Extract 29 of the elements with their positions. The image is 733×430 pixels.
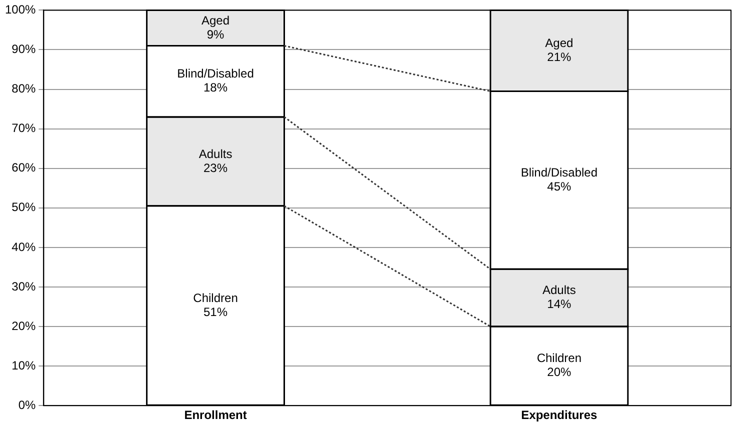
y-tick-label: 80% [12,82,36,96]
y-tick-label: 50% [12,200,36,214]
series-label: Aged [202,13,230,28]
x-tick-label: Enrollment [184,408,247,422]
y-tick-label: 40% [12,240,36,254]
data-label: 9% [206,27,225,42]
text: Children [193,290,238,305]
series-label: Adults [542,283,576,298]
x-tick-label: Expenditures [521,408,598,422]
data-label: 21% [547,50,572,64]
data-label: 45% [547,180,572,194]
y-tick-label: 70% [12,121,36,136]
y-tick-label: 60% [12,160,36,175]
data-label: 18% [204,80,228,95]
y-tick-label: 0% [18,398,36,412]
y-tick-label: 30% [12,279,36,294]
data-label: 51% [204,304,228,319]
text: Aged [545,36,574,50]
data-label: 23% [204,160,228,175]
y-tick-label: 100% [4,2,36,17]
y-tick-label: 20% [12,318,36,333]
data-label: 14% [547,297,572,312]
y-tick-label: 90% [12,42,36,56]
text: Blind/Disabled [520,166,598,180]
y-tick-label: 10% [12,358,36,372]
series-label: Children [536,351,582,366]
series-label: Blind/Disabled [177,66,254,81]
text: Adults [198,146,232,161]
data-label: 20% [547,365,572,380]
